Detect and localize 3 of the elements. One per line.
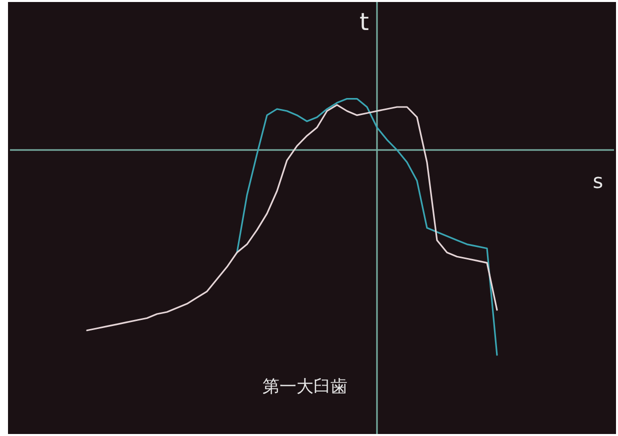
y-axis-title: t — [360, 8, 369, 36]
text: 第一大臼歯 — [262, 377, 348, 397]
x-axis-title: s — [592, 169, 604, 193]
